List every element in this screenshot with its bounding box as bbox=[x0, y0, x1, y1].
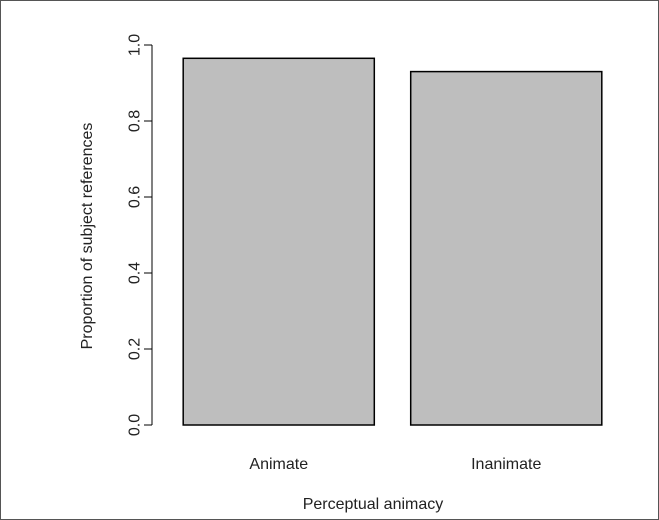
bars-group bbox=[182, 57, 603, 426]
y-axis-label: Proportion of subject references bbox=[79, 123, 96, 350]
y-tick-label: 0.2 bbox=[127, 338, 144, 360]
y-tick-label: 0.4 bbox=[127, 262, 144, 284]
bar-animate bbox=[182, 57, 376, 426]
x-tick-label: Inanimate bbox=[471, 456, 541, 473]
y-tick-label: 0.6 bbox=[127, 186, 144, 208]
bar-inanimate bbox=[409, 70, 603, 426]
x-axis-label: Perceptual animacy bbox=[303, 496, 444, 513]
y-tick-label: 1.0 bbox=[127, 34, 144, 56]
y-tick-label: 0.8 bbox=[127, 110, 144, 132]
x-tick-label: Animate bbox=[249, 456, 308, 473]
y-axis: 0.0 0.2 0.4 0.6 0.8 1.0 bbox=[127, 34, 153, 436]
y-tick-label: 0.0 bbox=[127, 414, 144, 436]
x-tick-labels: Animate Inanimate bbox=[249, 456, 541, 473]
